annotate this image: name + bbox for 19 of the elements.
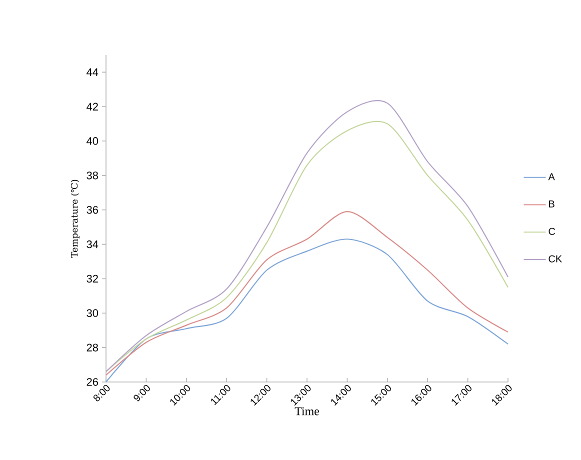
y-tick-label: 26 [86,378,98,386]
y-axis-title: Temperature (℃) [70,180,80,258]
y-tick-label: 30 [86,309,98,318]
y-tick-label: 38 [86,172,98,180]
y-tick-label: 40 [86,137,98,145]
legend-label: A [548,173,555,180]
y-tick-label: 36 [86,206,98,214]
y-tick-label: 42 [86,102,98,110]
y-tick-label: 28 [86,344,98,352]
y-tick-label: 44 [86,68,98,76]
x-tick-label: 8:00 [93,384,110,402]
legend-label: CK [548,255,562,262]
y-tick-label: 32 [86,274,98,283]
legend-label: B [549,200,554,208]
line-series [105,211,509,376]
y-tick-label: 34 [86,240,98,248]
x-tick-label: 9:00 [134,384,150,402]
legend-label: C [548,228,556,235]
x-axis-title: Time [294,407,320,416]
